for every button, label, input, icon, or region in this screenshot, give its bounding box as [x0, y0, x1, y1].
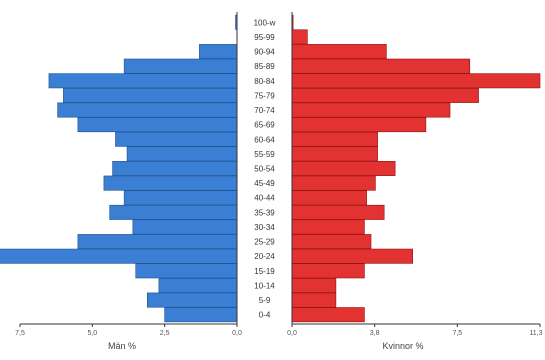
- men-tick-label: 7,5: [15, 330, 25, 337]
- women-bars: [291, 14, 541, 323]
- women-bar-60-64: [291, 131, 378, 147]
- women-bar-95-99: [291, 29, 308, 45]
- age-label-85-89: 85-89: [254, 62, 275, 71]
- women-bar-10-14: [291, 277, 337, 293]
- age-label-30-34: 30-34: [254, 223, 275, 232]
- men-tick-label: 2,5: [160, 330, 170, 337]
- age-label-20-24: 20-24: [254, 252, 275, 261]
- women-tick-label: 7,5: [452, 330, 462, 337]
- men-bar-85-89: [123, 58, 238, 74]
- men-bar-0-4: [164, 307, 238, 323]
- men-bar-10-14: [158, 277, 238, 293]
- women-bar-65-69: [291, 117, 427, 133]
- men-bar-55-59: [126, 146, 238, 162]
- men-bar-50-54: [112, 161, 238, 176]
- women-bar-50-54: [291, 161, 396, 176]
- women-bar-90-94: [291, 44, 387, 60]
- men-bar-65-69: [77, 117, 238, 133]
- age-label-75-79: 75-79: [254, 91, 275, 100]
- men-bar-5-9: [147, 292, 238, 308]
- men-tick-label: 0,0: [232, 330, 242, 337]
- age-label-90-94: 90-94: [254, 48, 275, 57]
- men-bar-35-39: [109, 204, 238, 220]
- women-bar-15-19: [291, 263, 365, 279]
- age-label-65-69: 65-69: [254, 121, 275, 130]
- age-label-80-84: 80-84: [254, 77, 275, 86]
- men-axis-title: Män %: [108, 341, 136, 351]
- women-bar-20-24: [291, 248, 414, 264]
- age-group-labels: 0-4 5-9 10-14 15-19 20-24 25-29 30-34 35-39 40-4…: [254, 18, 276, 319]
- age-label-25-29: 25-29: [254, 238, 275, 247]
- women-bar-70-74: [291, 102, 451, 118]
- men-bars: [0, 14, 238, 323]
- men-tick-labels: 7,5 5,0 2,5 0,0: [15, 324, 242, 337]
- women-axis-title: Kvinnor %: [382, 341, 423, 351]
- women-bar-5-9: [291, 292, 337, 308]
- men-tick-label: 5,0: [87, 330, 97, 337]
- men-bar-70-74: [57, 102, 238, 118]
- women-bar-55-59: [291, 146, 378, 162]
- age-label-45-49: 45-49: [254, 179, 275, 188]
- men-bar-15-19: [135, 263, 238, 279]
- women-bar-85-89: [291, 58, 471, 74]
- age-label-55-59: 55-59: [254, 150, 275, 159]
- men-bar-45-49: [103, 175, 238, 191]
- women-tick-label: 3,8: [370, 330, 380, 337]
- men-bar-60-64: [115, 131, 238, 147]
- women-tick-labels: 0,0 3,8 7,5 11,3: [287, 324, 543, 337]
- age-label-0-4: 0-4: [259, 311, 271, 320]
- men-bar-80-84: [48, 73, 238, 89]
- age-label-15-19: 15-19: [254, 267, 275, 276]
- men-bar-30-34: [132, 219, 238, 235]
- men-bar-20-24: [0, 248, 238, 264]
- women-bar-40-44: [291, 190, 367, 206]
- age-label-70-74: 70-74: [254, 106, 275, 115]
- age-label-40-44: 40-44: [254, 194, 275, 203]
- age-label-5-9: 5-9: [259, 296, 271, 305]
- women-bar-45-49: [291, 175, 376, 191]
- age-label-35-39: 35-39: [254, 208, 275, 217]
- age-label-95-99: 95-99: [254, 33, 275, 42]
- women-bar-0-4: [291, 307, 365, 323]
- women-tick-label: 11,3: [529, 330, 542, 337]
- men-bar-75-79: [63, 87, 238, 103]
- age-label-10-14: 10-14: [254, 281, 275, 290]
- women-bar-75-79: [291, 87, 479, 103]
- age-label-60-64: 60-64: [254, 135, 275, 144]
- men-bar-90-94: [199, 44, 238, 60]
- age-label-100-w: 100-w: [254, 18, 276, 27]
- women-tick-label: 0,0: [287, 330, 297, 337]
- men-bar-40-44: [123, 190, 238, 206]
- women-bar-35-39: [291, 204, 385, 220]
- age-label-50-54: 50-54: [254, 165, 275, 174]
- women-bar-25-29: [291, 234, 372, 250]
- men-bar-25-29: [77, 234, 238, 250]
- women-bar-80-84: [291, 73, 541, 89]
- women-bar-30-34: [291, 219, 365, 235]
